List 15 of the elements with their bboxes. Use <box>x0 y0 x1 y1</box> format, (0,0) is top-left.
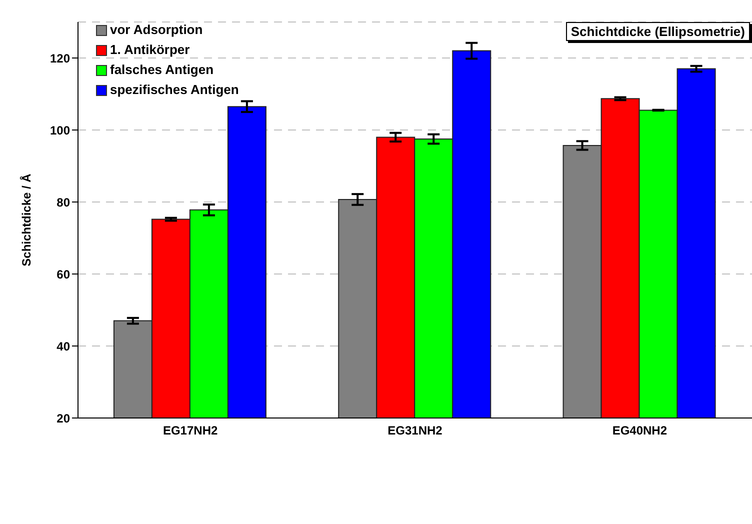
x-tick-label: EG31NH2 <box>388 424 443 438</box>
legend-label: vor Adsorption <box>109 21 204 39</box>
legend-label: falsches Antigen <box>109 61 215 79</box>
y-tick-label: 100 <box>50 123 70 138</box>
y-tick-label: 60 <box>56 267 70 282</box>
y-tick-label: 80 <box>56 195 70 210</box>
legend-label: 1. Antikörper <box>109 41 191 59</box>
x-tick-label: EG40NH2 <box>612 424 668 438</box>
y-tick-label: 120 <box>50 51 70 66</box>
y-axis-title: Schichtdicke / Å <box>19 173 34 266</box>
y-tick-label: 40 <box>56 339 70 354</box>
chart-title: Schichtdicke (Ellipsometrie) <box>566 22 750 41</box>
legend-label: spezifisches Antigen <box>109 81 240 99</box>
y-tick-label: 20 <box>56 411 70 426</box>
x-tick-label: EG17NH2 <box>162 424 218 438</box>
